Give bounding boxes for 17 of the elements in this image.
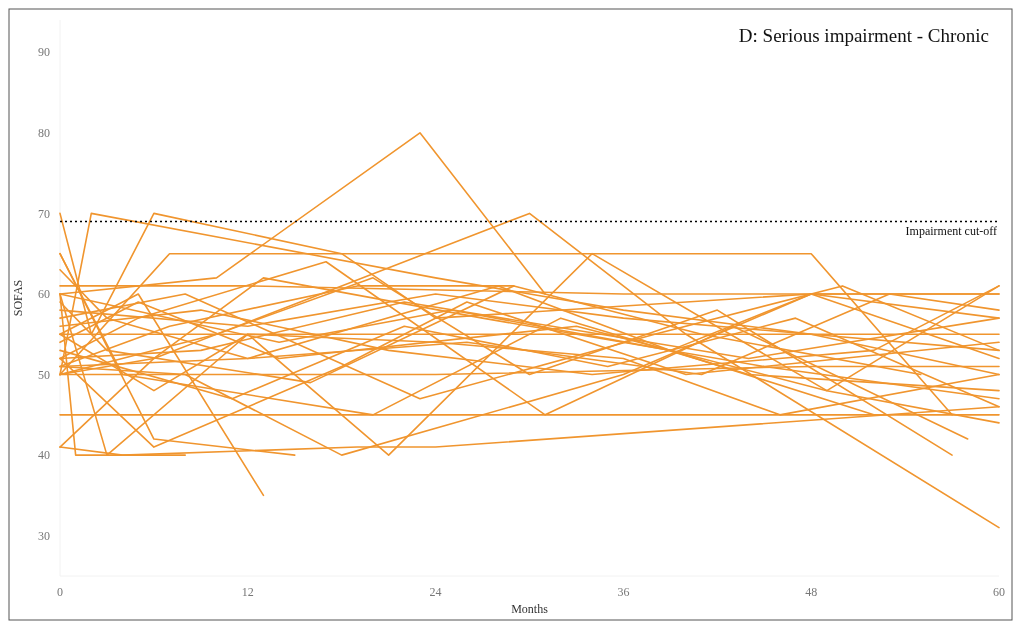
x-tick-label: 36	[617, 585, 630, 599]
x-axis-title: Months	[511, 602, 549, 616]
y-tick-label: 80	[38, 126, 50, 141]
x-tick-label: 60	[993, 585, 1005, 599]
y-tick-label: 40	[38, 448, 50, 463]
y-tick-label: 30	[38, 528, 50, 543]
y-tick-label: 50	[38, 367, 50, 382]
chart-title: D: Serious impairment - Chronic	[738, 25, 989, 46]
y-tick-label: 90	[38, 45, 50, 60]
y-axis-title: SOFAS	[11, 279, 25, 317]
y-tick-label: 60	[38, 287, 50, 302]
ref-line-label: Impairment cut-off	[905, 224, 997, 239]
x-tick-label: 48	[805, 585, 818, 599]
y-tick-label: 70	[38, 206, 50, 221]
x-tick-label: 12	[241, 585, 254, 599]
x-tick-label: 0	[57, 585, 63, 599]
x-tick-label: 24	[429, 585, 442, 599]
